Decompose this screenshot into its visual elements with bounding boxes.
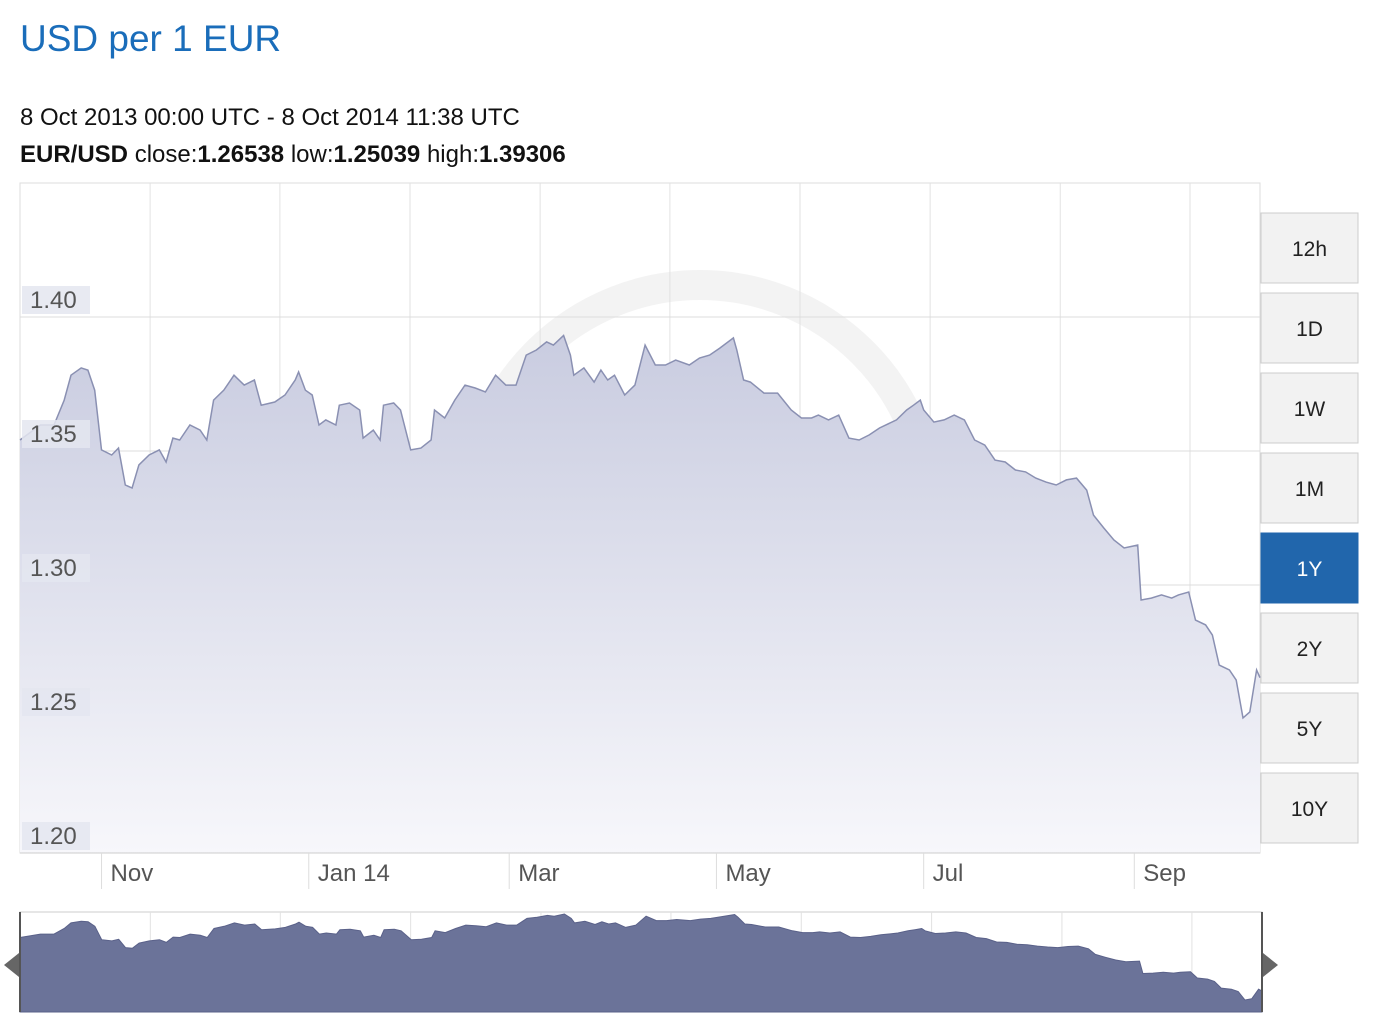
navigator-handle	[4, 953, 19, 977]
title: USD per 1 EUR	[20, 18, 282, 59]
line	[19, 334, 1261, 720]
range-button-label: 5Y	[1297, 718, 1323, 741]
y-tick-label: 1.25	[30, 689, 77, 716]
navigator-area	[19, 913, 1263, 1013]
subtitle: 8 Oct 2013 00:00 UTC - 8 Oct 2014 11:38 …	[20, 104, 520, 131]
range-button-label: 1D	[1296, 318, 1323, 341]
range-button-label: 1Y	[1297, 558, 1323, 581]
range-button[interactable]	[1260, 452, 1359, 524]
stat-value: 1.25039	[333, 141, 421, 168]
x-tick-label: Nov	[111, 860, 154, 887]
range-button[interactable]	[1260, 532, 1359, 604]
range-button[interactable]	[1260, 612, 1359, 684]
range-button-label: 12h	[1292, 238, 1327, 261]
range-button-label: 1W	[1294, 398, 1326, 421]
stat-value: 1.26538	[197, 141, 285, 168]
range-button[interactable]	[1260, 212, 1359, 284]
stat-label: close:	[134, 141, 198, 168]
stats: EUR/USD close:1.26538 low:1.25039 high:1…	[20, 141, 566, 169]
y-tick-label: 1.35	[30, 421, 77, 448]
y-tick-label-bg	[22, 286, 90, 314]
y-tick-label-bg	[22, 420, 90, 448]
y-tick-label-bg	[22, 822, 90, 850]
stat-value: 1.39306	[479, 141, 566, 168]
range-button-label: 10Y	[1291, 798, 1328, 821]
stat-label: low:	[290, 141, 334, 168]
range-button-label: 2Y	[1297, 638, 1323, 661]
x-tick-label: Sep	[1143, 860, 1186, 887]
navigator-handle	[1263, 953, 1278, 977]
range-button[interactable]	[1260, 772, 1359, 844]
range-button[interactable]	[1260, 692, 1359, 764]
stat-label: high:	[426, 141, 479, 168]
range-button[interactable]	[1260, 372, 1359, 444]
y-tick-label: 1.20	[30, 823, 77, 850]
area	[20, 335, 1260, 853]
range-button[interactable]	[1260, 292, 1359, 364]
x-tick-label: May	[725, 860, 770, 887]
x-tick-label: Jan 14	[318, 860, 390, 887]
y-tick-label-bg	[22, 554, 90, 582]
y-tick-label-bg	[22, 688, 90, 716]
pair: EUR/USD	[20, 141, 129, 168]
y-tick-label: 1.40	[30, 287, 77, 314]
x-tick-label: Mar	[518, 860, 559, 887]
range-button-label: 1M	[1295, 478, 1324, 501]
x-tick-label: Jul	[933, 860, 964, 887]
y-tick-label: 1.30	[30, 555, 77, 582]
